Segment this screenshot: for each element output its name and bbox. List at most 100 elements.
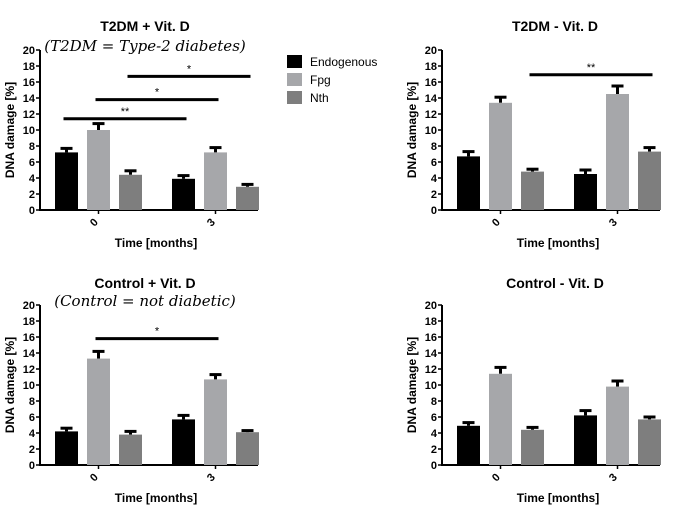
legend-label: Fpg — [310, 73, 331, 87]
significance-label: * — [187, 63, 192, 75]
chart-title: T2DM - Vit. D — [512, 18, 598, 34]
chart-title: T2DM + Vit. D — [100, 18, 190, 34]
bar-endogenous — [574, 174, 597, 210]
y-tick-label: 10 — [425, 125, 437, 137]
chart-title: Control + Vit. D — [94, 275, 195, 291]
bar-fpg — [606, 386, 629, 465]
x-tick-label: 0 — [490, 471, 503, 484]
y-tick-label: 12 — [23, 109, 35, 121]
bar-fpg — [87, 358, 110, 465]
legend-swatch-endogenous — [287, 55, 302, 68]
y-tick-label: 14 — [425, 93, 438, 105]
bar-nth — [638, 151, 661, 210]
y-tick-label: 2 — [431, 189, 437, 201]
y-tick-label: 20 — [23, 45, 35, 57]
y-tick-label: 0 — [431, 460, 437, 472]
y-tick-label: 4 — [431, 173, 438, 185]
y-tick-label: 14 — [23, 93, 36, 105]
y-axis-label: DNA damage [%] — [3, 82, 17, 178]
chart-panel-3: Control - Vit. D 0 2 4 6 8 10 12 14 16 18 20 DNA dam… — [405, 275, 661, 505]
y-tick-label: 20 — [425, 45, 437, 57]
bar-endogenous — [172, 178, 195, 210]
bar-endogenous — [55, 152, 78, 210]
x-tick-label: 3 — [607, 216, 620, 229]
y-tick-label: 12 — [425, 364, 437, 376]
significance-label: ** — [121, 106, 130, 118]
bar-endogenous — [172, 419, 195, 465]
significance-label: * — [155, 326, 160, 338]
bar-endogenous — [55, 431, 78, 465]
y-tick-label: 10 — [23, 380, 35, 392]
y-tick-label: 18 — [425, 316, 437, 328]
x-tick-label: 0 — [490, 216, 503, 229]
bar-nth — [119, 434, 142, 465]
x-tick-label: 3 — [607, 471, 620, 484]
significance-label: * — [155, 87, 160, 99]
x-tick-label: 0 — [88, 471, 101, 484]
chart-annotation: (T2DM = Type-2 diabetes) — [44, 37, 246, 55]
y-tick-label: 16 — [23, 332, 35, 344]
y-tick-label: 18 — [425, 61, 437, 73]
y-tick-label: 8 — [29, 396, 35, 408]
y-axis-label: DNA damage [%] — [405, 337, 419, 433]
chart-title: Control - Vit. D — [506, 275, 604, 291]
bar-fpg — [87, 130, 110, 210]
bar-nth — [521, 171, 544, 210]
y-tick-label: 10 — [425, 380, 437, 392]
y-tick-label: 6 — [431, 412, 437, 424]
y-tick-label: 4 — [29, 173, 36, 185]
bar-fpg — [489, 373, 512, 465]
y-tick-label: 20 — [425, 300, 437, 312]
y-axis-label: DNA damage [%] — [405, 82, 419, 178]
y-tick-label: 6 — [29, 412, 35, 424]
y-tick-label: 18 — [23, 61, 35, 73]
y-tick-label: 2 — [29, 444, 35, 456]
legend-swatch-fpg — [287, 73, 302, 86]
x-tick-label: 0 — [88, 216, 101, 229]
y-tick-label: 18 — [23, 316, 35, 328]
bar-nth — [236, 432, 259, 465]
y-tick-label: 12 — [425, 109, 437, 121]
legend-label: Endogenous — [310, 55, 377, 69]
bar-endogenous — [574, 415, 597, 465]
bar-endogenous — [457, 425, 480, 465]
y-tick-label: 12 — [23, 364, 35, 376]
significance-label: ** — [587, 62, 596, 74]
y-tick-label: 4 — [29, 428, 36, 440]
x-axis-label: Time [months] — [517, 236, 599, 250]
legend-swatch-nth — [287, 91, 302, 104]
bar-nth — [236, 186, 259, 210]
y-tick-label: 16 — [425, 77, 437, 89]
y-tick-label: 14 — [23, 348, 36, 360]
y-tick-label: 2 — [431, 444, 437, 456]
y-tick-label: 0 — [29, 205, 35, 217]
y-tick-label: 8 — [29, 141, 35, 153]
chart-annotation: (Control = not diabetic) — [54, 292, 236, 310]
chart-panel-2: Control + Vit. D(Control = not diabetic)… — [3, 275, 259, 505]
y-tick-label: 4 — [431, 428, 438, 440]
x-axis-label: Time [months] — [517, 491, 599, 505]
legend-label: Nth — [310, 91, 329, 105]
bar-fpg — [204, 152, 227, 210]
y-tick-label: 14 — [425, 348, 438, 360]
bar-nth — [521, 429, 544, 465]
y-tick-label: 16 — [23, 77, 35, 89]
bar-endogenous — [457, 156, 480, 210]
y-axis-label: DNA damage [%] — [3, 337, 17, 433]
x-tick-label: 3 — [205, 471, 218, 484]
bar-fpg — [606, 94, 629, 210]
bar-nth — [638, 419, 661, 465]
legend: Endogenous Fpg Nth — [287, 55, 377, 105]
bar-nth — [119, 174, 142, 210]
x-axis-label: Time [months] — [115, 236, 197, 250]
x-tick-label: 3 — [205, 216, 218, 229]
y-tick-label: 6 — [29, 157, 35, 169]
bar-fpg — [489, 102, 512, 210]
y-tick-label: 16 — [425, 332, 437, 344]
y-tick-label: 20 — [23, 300, 35, 312]
y-tick-label: 0 — [29, 460, 35, 472]
y-tick-label: 10 — [23, 125, 35, 137]
x-axis-label: Time [months] — [115, 491, 197, 505]
y-tick-label: 8 — [431, 141, 437, 153]
